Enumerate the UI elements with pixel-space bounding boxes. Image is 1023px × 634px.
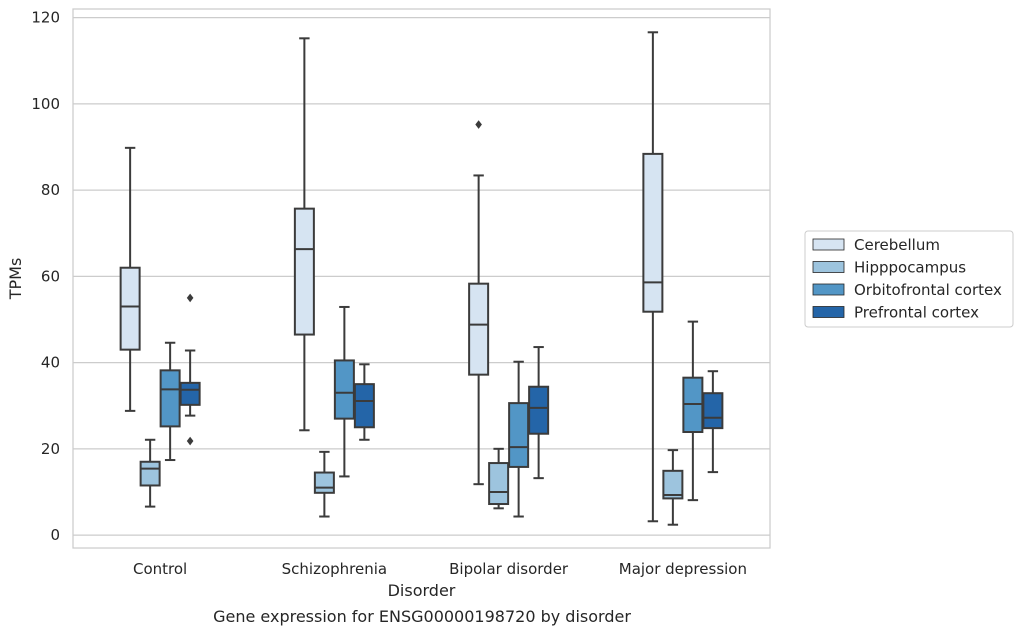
legend-swatch xyxy=(812,283,845,296)
outlier-marker xyxy=(186,293,194,303)
legend-label: Cerebellum xyxy=(854,236,940,254)
box-group xyxy=(139,438,161,508)
box-group xyxy=(468,120,490,486)
box-group xyxy=(119,146,141,412)
boxes xyxy=(119,31,724,526)
outlier-marker xyxy=(186,436,194,446)
chart-caption: Gene expression for ENSG00000198720 by d… xyxy=(213,607,631,626)
x-tick-labels: Control Schizophrenia Bipolar disorder Majo… xyxy=(133,560,747,578)
x-tick-label: Control xyxy=(133,560,187,578)
box-group xyxy=(642,31,664,523)
box-iqr xyxy=(159,369,181,428)
legend-frame xyxy=(804,230,1014,328)
y-tick-label: 60 xyxy=(41,267,60,285)
y-tick-label: 80 xyxy=(41,181,60,199)
legend: Cerebellum Hipppocampus Orbitofrontal cort… xyxy=(804,230,1014,328)
box-iqr xyxy=(313,471,335,494)
box-group xyxy=(179,293,201,446)
legend-label: Hipppocampus xyxy=(854,259,966,277)
x-tick-label: Schizophrenia xyxy=(282,560,387,578)
y-tick-label: 100 xyxy=(31,95,60,113)
box-group xyxy=(702,370,724,474)
box-iqr xyxy=(662,469,684,500)
y-axis-title: TPMs xyxy=(6,258,25,301)
box-iqr xyxy=(293,207,315,336)
legend-label: Orbitofrontal cortex xyxy=(854,281,1002,299)
legend-swatch xyxy=(812,261,845,273)
y-tick-label: 0 xyxy=(50,526,60,544)
box-iqr xyxy=(179,381,201,406)
legend-swatch xyxy=(812,306,845,318)
box-group xyxy=(313,450,335,518)
box-group xyxy=(333,305,355,478)
box-iqr xyxy=(508,402,530,468)
plot-frame xyxy=(72,8,771,549)
box-iqr xyxy=(333,359,355,420)
y-tick-label: 40 xyxy=(41,354,60,372)
box-iqr xyxy=(488,462,510,506)
box-iqr xyxy=(119,266,141,351)
box-group xyxy=(293,37,315,432)
outlier-marker xyxy=(475,120,482,129)
legend-label: Prefrontal cortex xyxy=(854,304,979,322)
box-iqr xyxy=(528,385,550,435)
box-iqr xyxy=(702,392,724,430)
box-iqr xyxy=(642,152,664,313)
box-group xyxy=(528,346,550,480)
x-tick-label: Major depression xyxy=(619,560,747,578)
legend-swatch xyxy=(812,238,845,251)
grid-lines xyxy=(73,16,770,536)
y-tick-label: 120 xyxy=(31,9,60,27)
box-group xyxy=(159,341,181,462)
box-iqr xyxy=(353,383,375,429)
box-group xyxy=(353,363,375,441)
box-group xyxy=(682,320,704,502)
x-tick-label: Bipolar disorder xyxy=(449,560,569,578)
y-tick-label: 20 xyxy=(41,440,60,458)
box-iqr xyxy=(139,460,161,487)
box-group xyxy=(662,449,684,526)
box-group xyxy=(508,360,530,518)
y-tick-labels: 0 20 40 60 80 100 120 xyxy=(31,9,60,544)
box-iqr xyxy=(468,282,490,376)
x-axis-title: Disorder xyxy=(388,581,456,600)
box-group xyxy=(488,447,510,510)
